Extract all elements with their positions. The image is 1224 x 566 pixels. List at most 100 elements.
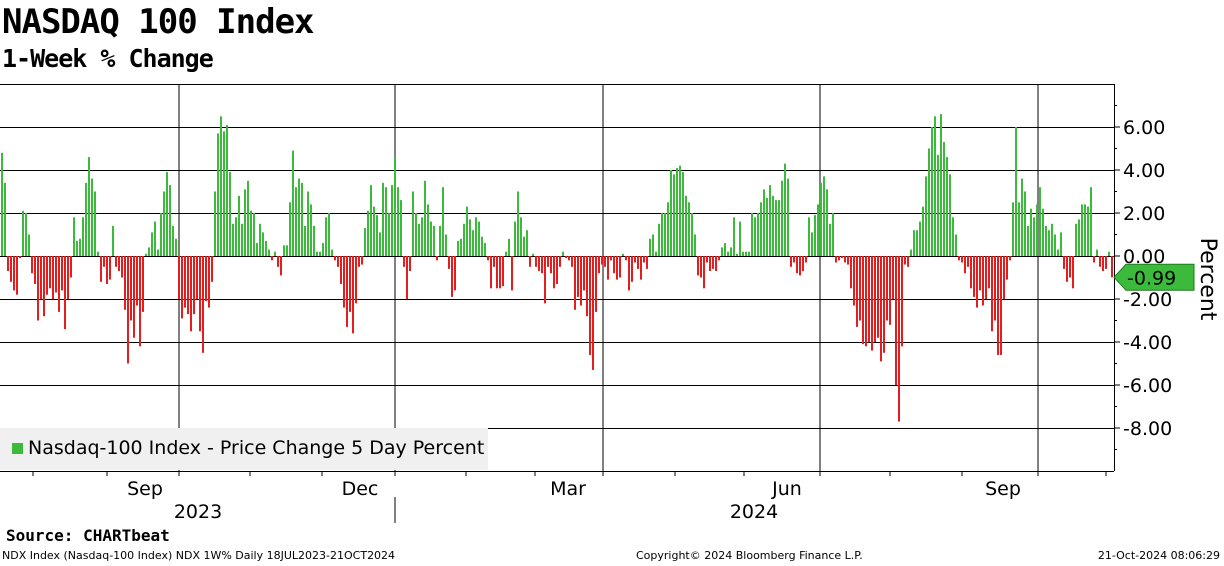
- bar-171: [514, 221, 516, 256]
- bar-92: [277, 256, 279, 267]
- bar-59: [178, 256, 180, 299]
- bar-136: [409, 256, 411, 271]
- bar-263: [790, 256, 792, 267]
- bar-287: [862, 256, 864, 345]
- bar-345: [1036, 204, 1038, 256]
- bar-93: [280, 256, 282, 276]
- y-axis-label: Percent: [1195, 238, 1220, 321]
- legend-label: Nasdaq-100 Index - Price Change 5 Day Pe…: [28, 437, 485, 459]
- bar-96: [289, 202, 291, 257]
- bar-71: [214, 191, 216, 256]
- bar-276: [829, 223, 831, 257]
- bar-248: [745, 251, 747, 256]
- bar-24: [73, 217, 75, 256]
- bar-183: [550, 256, 552, 274]
- bar-282: [847, 256, 849, 265]
- bar-342: [1027, 225, 1029, 256]
- bar-361: [1084, 204, 1086, 256]
- bar-104: [313, 225, 315, 256]
- bar-189: [568, 256, 570, 261]
- bar-0: [1, 152, 3, 256]
- bar-53: [160, 213, 162, 256]
- bar-323: [970, 256, 972, 289]
- bar-69: [208, 256, 210, 308]
- bar-105: [316, 251, 318, 256]
- bar-132: [397, 187, 399, 256]
- bar-281: [844, 256, 846, 263]
- y-tick-label-7: -8.00: [1123, 418, 1172, 440]
- bar-296: [889, 256, 891, 325]
- bar-98: [295, 187, 297, 256]
- bar-87: [262, 232, 264, 256]
- bar-319: [958, 256, 960, 261]
- bar-127: [382, 182, 384, 256]
- bar-31: [94, 191, 96, 256]
- bar-364: [1093, 256, 1095, 263]
- bar-252: [757, 213, 759, 256]
- bar-204: [613, 256, 615, 274]
- bar-90: [271, 256, 273, 261]
- bar-316: [949, 174, 951, 256]
- legend: Nasdaq-100 Index - Price Change 5 Day Pe…: [0, 428, 488, 470]
- bar-288: [865, 256, 867, 347]
- bar-351: [1054, 234, 1056, 256]
- y-tick-label-1: 4.00: [1123, 160, 1165, 182]
- bar-362: [1087, 206, 1089, 256]
- bar-72: [217, 133, 219, 256]
- bar-170: [511, 256, 513, 291]
- bar-5: [16, 256, 18, 295]
- bar-35: [106, 256, 108, 284]
- bar-206: [619, 256, 621, 278]
- bar-1: [4, 182, 6, 256]
- y-tick-label-3: 0.00: [1123, 246, 1165, 268]
- bar-176: [529, 256, 531, 267]
- bar-29: [88, 157, 90, 256]
- x-tick-label-1: Dec: [342, 478, 379, 500]
- bar-217: [652, 234, 654, 256]
- bar-99: [298, 178, 300, 256]
- bar-series: [1, 114, 1113, 422]
- bar-274: [823, 176, 825, 256]
- bar-173: [520, 217, 522, 256]
- bar-135: [406, 256, 408, 299]
- bar-249: [748, 251, 750, 256]
- bar-260: [781, 180, 783, 257]
- bar-322: [967, 256, 969, 267]
- bar-154: [463, 223, 465, 257]
- bar-237: [712, 256, 714, 269]
- bar-280: [841, 256, 843, 259]
- bar-242: [727, 251, 729, 256]
- bar-68: [205, 256, 207, 302]
- bar-130: [391, 185, 393, 256]
- bar-355: [1066, 256, 1068, 282]
- bar-202: [607, 256, 609, 280]
- bar-165: [496, 256, 498, 289]
- bar-50: [151, 232, 153, 256]
- bar-42: [127, 256, 129, 364]
- bar-258: [775, 200, 777, 256]
- bar-328: [985, 256, 987, 299]
- bar-113: [340, 256, 342, 284]
- bar-51: [154, 221, 156, 256]
- bar-48: [145, 253, 147, 256]
- bar-230: [691, 213, 693, 256]
- bar-356: [1069, 256, 1071, 278]
- bar-198: [595, 256, 597, 312]
- bar-149: [448, 256, 450, 269]
- bar-214: [643, 256, 645, 263]
- bar-150: [451, 256, 453, 297]
- chart-title: NASDAQ 100 Index: [2, 2, 315, 42]
- bar-67: [202, 256, 204, 353]
- bar-41: [124, 256, 126, 310]
- bar-333: [1000, 256, 1002, 355]
- bar-164: [493, 256, 495, 267]
- bar-160: [481, 236, 483, 256]
- bar-232: [697, 256, 699, 276]
- bar-299: [898, 256, 900, 422]
- bar-244: [733, 217, 735, 256]
- bar-86: [259, 223, 261, 257]
- bar-166: [499, 256, 501, 289]
- bar-107: [322, 243, 324, 256]
- bar-76: [229, 172, 231, 256]
- y-tick-label-2: 2.00: [1123, 203, 1165, 225]
